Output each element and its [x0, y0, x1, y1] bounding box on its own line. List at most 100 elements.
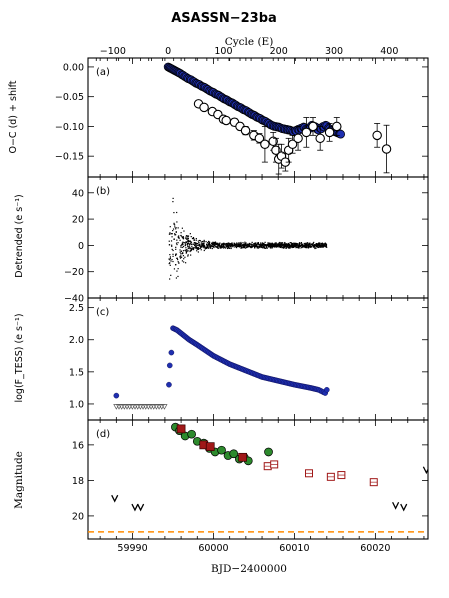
residual-dot: [253, 245, 255, 247]
data-point-ground: [221, 115, 231, 126]
residual-dot: [185, 235, 188, 237]
y-axis-label: log(F_TESS) (e s⁻¹): [14, 313, 25, 402]
residual-dot: [216, 242, 218, 244]
residual-dot: [226, 245, 228, 247]
residual-dot: [234, 243, 236, 245]
residual-dot: [183, 261, 185, 263]
data-point-ground: [268, 136, 278, 147]
residual-dot: [172, 197, 174, 200]
residual-dot: [282, 244, 284, 246]
data-point-green: [264, 447, 273, 457]
residual-dot: [182, 252, 184, 255]
residual-dot: [262, 247, 264, 249]
residual-dot: [212, 242, 214, 244]
residual-dot: [234, 245, 237, 247]
residual-dot: [206, 246, 208, 249]
plot-area: [113, 325, 330, 410]
residual-dot: [304, 245, 306, 247]
residual-dot: [226, 245, 228, 247]
residual-dot: [294, 243, 296, 245]
residual-dot: [271, 247, 273, 249]
residual-dot: [297, 243, 299, 245]
residual-dot: [242, 245, 244, 247]
residual-dot: [244, 244, 246, 247]
residual-dot: [278, 244, 280, 246]
residual-dot: [291, 242, 294, 245]
residual-dot: [202, 246, 204, 248]
residual-dot: [173, 222, 175, 224]
residual-dot: [173, 223, 175, 225]
residual-dot: [263, 246, 265, 248]
residual-dot: [198, 242, 200, 244]
residual-dot: [203, 239, 205, 241]
residual-dot: [267, 242, 269, 244]
residual-dot: [286, 243, 288, 246]
residual-dot: [320, 246, 322, 248]
residual-dot: [274, 245, 277, 247]
residual-dot: [315, 247, 317, 249]
data-point-ground: [287, 139, 298, 150]
residual-dot: [172, 201, 174, 203]
data-point-ground: [381, 144, 392, 154]
residual-dot: [184, 244, 186, 247]
residual-dot: [248, 244, 250, 246]
residual-dot: [261, 242, 263, 244]
residual-dot: [177, 237, 180, 239]
upper-limit-v: [422, 466, 428, 475]
residual-dot: [275, 244, 277, 246]
residual-dot: [176, 257, 178, 259]
residual-dot: [264, 244, 266, 246]
residual-dot: [203, 249, 205, 252]
residual-dot: [270, 243, 272, 245]
residual-dot: [289, 246, 291, 248]
residual-dot: [175, 242, 178, 244]
upper-limit-marker: [161, 404, 168, 410]
residual-dot: [249, 246, 251, 248]
residual-dot: [269, 245, 272, 247]
residual-dot: [175, 253, 177, 255]
residual-dot: [237, 245, 240, 248]
residual-dot: [197, 247, 199, 249]
residual-dot: [298, 244, 301, 247]
residual-dot: [239, 243, 242, 246]
residual-dot: [250, 243, 252, 246]
residual-dot: [321, 242, 324, 244]
residual-dot: [236, 242, 238, 244]
residual-dot: [284, 247, 286, 249]
residual-dot: [279, 243, 282, 245]
residual-dot: [168, 258, 170, 260]
residual-dot: [247, 246, 249, 248]
residual-dot: [268, 245, 270, 247]
residual-dot: [180, 250, 182, 253]
residual-dot: [241, 245, 243, 247]
residual-dot: [213, 246, 215, 249]
residual-dot: [201, 240, 203, 243]
residual-dot: [268, 243, 270, 246]
residual-dot: [306, 244, 309, 246]
y-tick-label: 0: [78, 241, 84, 252]
residual-dot: [263, 242, 265, 244]
residual-dot: [169, 262, 171, 264]
residual-dot: [192, 236, 195, 239]
residual-dot: [184, 242, 186, 244]
residual-dot: [168, 233, 171, 235]
residual-dot: [171, 236, 173, 238]
residual-dot: [177, 258, 179, 261]
y-tick-label: 1.5: [69, 367, 84, 378]
residual-dot: [232, 246, 234, 248]
data-point-ground: [293, 133, 303, 144]
residual-dot: [169, 256, 172, 258]
residual-dot: [244, 241, 246, 243]
residual-dot: [315, 244, 318, 246]
residual-dot: [223, 243, 225, 245]
top-tick-label: 0: [165, 46, 171, 57]
residual-dot: [175, 234, 177, 236]
residual-dot: [320, 245, 322, 248]
residual-dot: [186, 242, 189, 245]
residual-dot: [308, 242, 310, 244]
residual-dot: [298, 243, 300, 245]
residual-dot: [179, 239, 181, 241]
residual-dot: [224, 243, 226, 245]
upper-limit-v: [137, 503, 145, 512]
residual-dot: [240, 245, 242, 248]
